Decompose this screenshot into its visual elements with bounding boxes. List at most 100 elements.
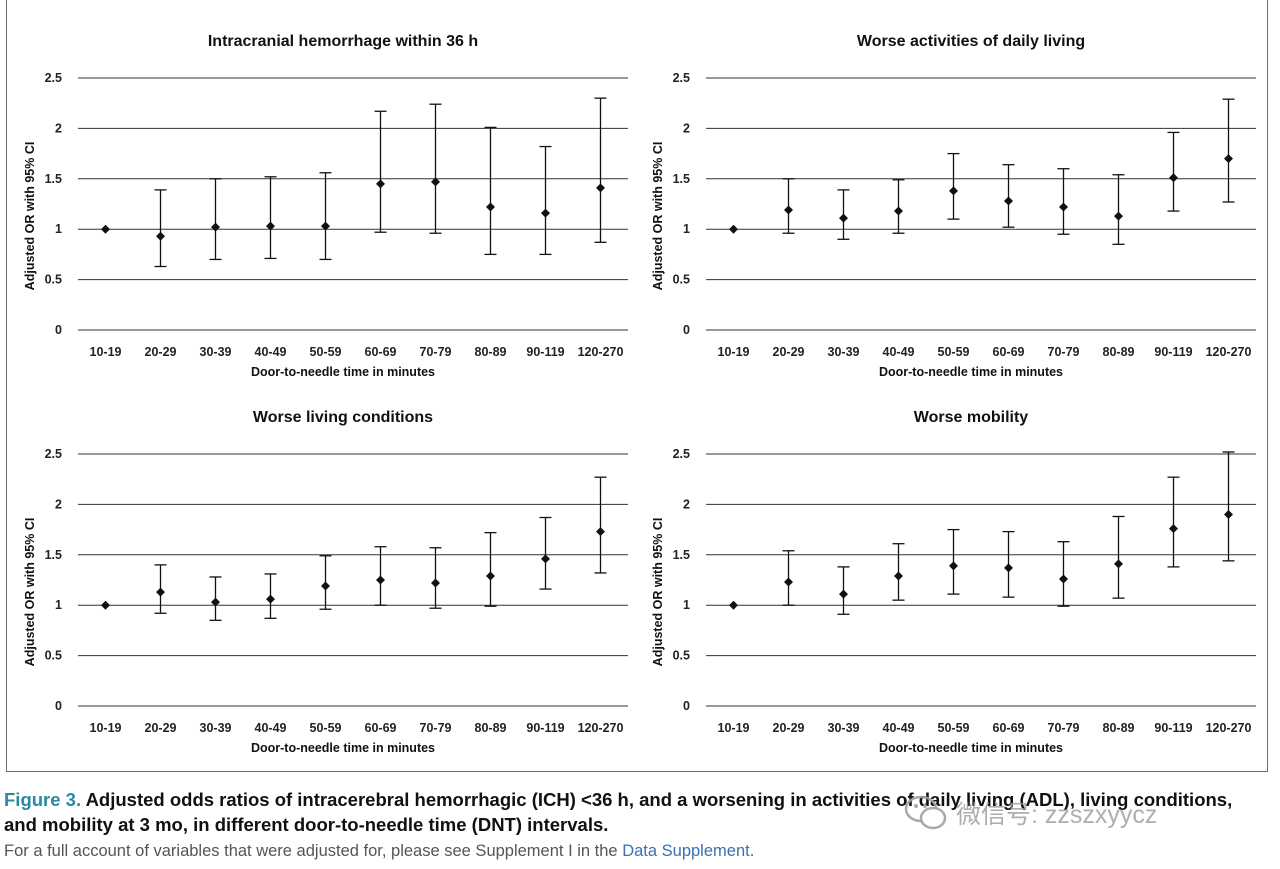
wechat-text: 微信号: zzszxyycz [956,801,1158,829]
x-tick-label: 50-59 [310,345,342,359]
x-tick-label: 60-69 [365,345,397,359]
data-point [101,224,110,234]
data-point [947,152,960,220]
diamond-marker [894,206,903,216]
x-tick-label: 90-119 [1154,721,1192,735]
x-tick-label: 40-49 [255,721,287,735]
data-point [1057,168,1070,235]
x-tick-label: 120-270 [578,721,624,735]
y-axis-label: Adjusted OR with 95% CI [651,142,665,291]
diamond-marker [729,600,738,610]
y-tick-label: 1 [55,598,62,612]
x-tick-label: 50-59 [310,721,342,735]
x-tick-label: 80-89 [475,345,507,359]
y-tick-label: 2 [683,497,690,511]
data-point [264,573,277,619]
x-tick-label: 60-69 [993,721,1025,735]
data-point [154,189,167,268]
data-point [1167,476,1180,568]
chart-title: Worse activities of daily living [857,33,1085,50]
caption-note-suffix: . [749,842,755,860]
x-tick-label: 120-270 [1206,345,1252,359]
y-axis-label: Adjusted OR with 95% CI [23,518,37,667]
diamond-marker [211,597,220,607]
x-tick-label: 30-39 [200,721,232,735]
data-point [837,189,850,240]
diamond-marker [1004,196,1013,206]
y-tick-label: 0.5 [45,649,62,663]
x-tick-label: 90-119 [526,721,564,735]
wechat-watermark: 微信号: zzszxyycz [904,793,1157,833]
y-tick-label: 0 [55,699,62,713]
data-point [892,179,905,234]
data-point [1222,98,1235,203]
caption-note: For a full account of variables that wer… [4,839,1234,863]
figure-caption: Figure 3. Adjusted odds ratios of intrac… [4,787,1234,863]
x-tick-label: 70-79 [1048,721,1080,735]
y-tick-label: 0 [683,699,690,713]
x-axis-label: Door-to-needle time in minutes [251,365,435,379]
data-point [837,566,850,615]
x-tick-label: 20-29 [773,721,805,735]
y-tick-label: 2 [55,121,62,135]
y-tick-label: 1 [683,222,690,236]
data-point [484,531,497,607]
x-tick-label: 10-19 [90,721,122,735]
y-tick-label: 1 [683,598,690,612]
data-point [594,97,607,243]
diamond-marker [894,571,903,581]
data-point [101,600,110,610]
figure-frame [6,0,1268,772]
data-point [947,528,960,595]
data-point [729,224,738,234]
x-tick-label: 120-270 [578,345,624,359]
data-point [1167,131,1180,212]
diamond-marker [1114,211,1123,221]
x-tick-label: 30-39 [828,721,860,735]
data-point [374,546,387,606]
data-point [319,172,332,261]
diamond-marker [156,231,165,241]
diamond-marker [784,205,793,215]
diamond-marker [486,202,495,212]
diamond-marker [1169,173,1178,183]
x-tick-label: 60-69 [993,345,1025,359]
y-tick-label: 2 [683,121,690,135]
x-tick-label: 10-19 [90,345,122,359]
diamond-marker [1224,154,1233,164]
data-point [374,110,387,233]
data-point [429,103,442,234]
y-tick-label: 2 [55,497,62,511]
y-tick-label: 1.5 [45,548,62,562]
chart-mobility: Worse mobility 0 0.5 1 1.5 2 2.5 10-19 20-29 30-3… [651,409,1256,755]
diamond-marker [101,224,110,234]
data-supplement-link[interactable]: Data Supplement [622,842,750,860]
chart-ich: Intracranial hemorrhage within 36 h 0 0.5 1… [23,33,628,379]
diamond-marker [839,213,848,223]
x-axis-label: Door-to-needle time in minutes [879,365,1063,379]
chart-title: Intracranial hemorrhage within 36 h [208,33,478,50]
x-tick-label: 20-29 [145,345,177,359]
x-axis-label: Door-to-needle time in minutes [251,741,435,755]
diamond-marker [1004,563,1013,573]
data-point [1002,530,1015,598]
y-axis-label: Adjusted OR with 95% CI [23,142,37,291]
x-tick-label: 70-79 [420,345,452,359]
data-point [594,476,607,574]
y-tick-label: 1.5 [673,548,690,562]
x-tick-label: 20-29 [773,345,805,359]
chart-title: Worse living conditions [253,409,433,426]
diamond-marker [1114,559,1123,569]
y-tick-label: 0.5 [673,273,690,287]
diamond-marker [486,571,495,581]
data-point [539,516,552,590]
data-point [264,176,277,260]
chart-title: Worse mobility [914,409,1028,426]
y-tick-label: 2.5 [673,447,690,461]
diamond-marker [1059,202,1068,212]
chart-adl: Worse activities of daily living 0 0.5 1 1.5… [651,33,1256,379]
x-tick-label: 30-39 [200,345,232,359]
data-point [1112,515,1125,599]
diamond-marker [949,186,958,196]
diamond-marker [156,587,165,597]
